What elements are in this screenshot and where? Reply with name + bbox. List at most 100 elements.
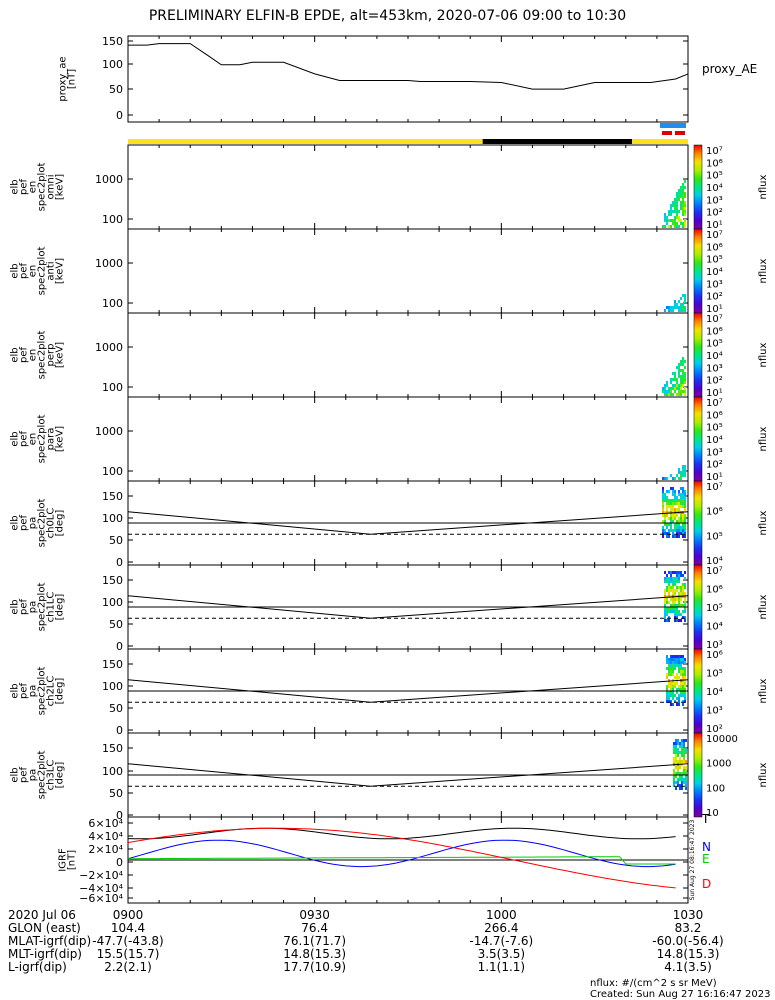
science-bar-red bbox=[662, 131, 672, 135]
spec-cell bbox=[664, 619, 666, 622]
spec-cell bbox=[672, 490, 674, 493]
spec-cell bbox=[684, 619, 686, 622]
spec-cell bbox=[675, 748, 677, 751]
spec-cell bbox=[674, 682, 676, 685]
ytick-label: 0 bbox=[116, 640, 123, 653]
spec-cell bbox=[684, 577, 686, 580]
spec-cell bbox=[666, 655, 668, 658]
spec-cell bbox=[672, 384, 674, 387]
spec-cell bbox=[673, 745, 675, 748]
spec-cell bbox=[662, 496, 664, 499]
spec-cell bbox=[674, 201, 676, 204]
spec-cell bbox=[668, 589, 670, 592]
spec-cell bbox=[668, 697, 670, 700]
spec-cell bbox=[681, 754, 683, 757]
spec-cell bbox=[664, 393, 666, 396]
spec-cell bbox=[673, 784, 675, 787]
time-tick-label: 0930 bbox=[299, 908, 330, 922]
ephemeris-value: 1.1(1.1) bbox=[477, 960, 526, 974]
spec-cell bbox=[682, 490, 684, 493]
spec-cell bbox=[681, 781, 683, 784]
spec-cell bbox=[680, 499, 682, 502]
spec-cell bbox=[668, 390, 670, 393]
spec-cell bbox=[666, 658, 668, 661]
spec-cell bbox=[680, 691, 682, 694]
spec-cell bbox=[678, 393, 680, 396]
spec-cell bbox=[680, 219, 682, 222]
colorbar-tick: 10⁷ bbox=[706, 230, 723, 241]
spec-cell bbox=[666, 574, 668, 577]
spec-cell bbox=[679, 742, 681, 745]
colorbar-tick: 10⁶ bbox=[706, 507, 723, 518]
spec-cell bbox=[666, 526, 668, 529]
spec-cell bbox=[682, 496, 684, 499]
spec-cell bbox=[682, 583, 684, 586]
spec-cell bbox=[672, 661, 674, 664]
spec-cell bbox=[670, 219, 672, 222]
spec-cell bbox=[664, 523, 666, 526]
spec-cell bbox=[682, 523, 684, 526]
spec-cell bbox=[670, 658, 672, 661]
colorbar-label: nflux bbox=[758, 594, 769, 619]
spec-cell bbox=[676, 676, 678, 679]
spec-cell bbox=[682, 225, 684, 228]
spec-cell bbox=[682, 487, 684, 490]
spec-cell bbox=[684, 532, 686, 535]
spec-cell bbox=[670, 387, 672, 390]
spec-cell bbox=[668, 306, 670, 309]
igrf-legend-t: T bbox=[701, 812, 710, 826]
spectrogram bbox=[664, 294, 686, 312]
spec-cell bbox=[682, 198, 684, 201]
spec-cell bbox=[668, 529, 670, 532]
spec-cell bbox=[676, 673, 678, 676]
spec-cell bbox=[674, 535, 676, 538]
spec-cell bbox=[678, 610, 680, 613]
spec-cell bbox=[662, 514, 664, 517]
spec-cell bbox=[662, 387, 664, 390]
spec-cell bbox=[674, 204, 676, 207]
spec-cell bbox=[676, 207, 678, 210]
panel-ylabel: [deg] bbox=[55, 678, 66, 705]
spec-cell bbox=[683, 757, 685, 760]
spec-cell bbox=[664, 225, 666, 228]
proxy-ae-legend: proxy_AE bbox=[702, 62, 757, 76]
panel-ylabel: pa bbox=[28, 685, 39, 697]
spec-cell bbox=[674, 372, 676, 375]
spec-cell bbox=[680, 192, 682, 195]
spec-cell bbox=[668, 607, 670, 610]
spec-cell bbox=[668, 571, 670, 574]
spec-cell bbox=[668, 490, 670, 493]
spec-cell bbox=[682, 493, 684, 496]
loss-cone-line bbox=[127, 511, 689, 535]
igrf-east-line bbox=[128, 856, 676, 865]
spec-cell bbox=[666, 685, 668, 688]
spec-cell bbox=[674, 676, 676, 679]
ytick-label: 150 bbox=[102, 742, 123, 755]
spec-cell bbox=[676, 661, 678, 664]
colorbar-tick: 10⁵ bbox=[706, 669, 723, 680]
spec-cell bbox=[682, 384, 684, 387]
panel-ylabel: elb bbox=[10, 683, 21, 698]
spec-cell bbox=[678, 661, 680, 664]
spec-cell bbox=[672, 477, 674, 480]
spec-cell bbox=[678, 384, 680, 387]
spec-cell bbox=[682, 574, 684, 577]
spec-cell bbox=[684, 694, 686, 697]
spec-cell bbox=[664, 384, 666, 387]
spec-cell bbox=[676, 213, 678, 216]
panel-ylabel: elb bbox=[10, 599, 21, 614]
spec-cell bbox=[684, 583, 686, 586]
spec-cell bbox=[683, 739, 685, 742]
spec-cell bbox=[662, 390, 664, 393]
spec-cell bbox=[670, 306, 672, 309]
spec-cell bbox=[670, 691, 672, 694]
ytick-label: 0 bbox=[116, 109, 123, 122]
ytick-label: 2×10⁴ bbox=[88, 843, 123, 856]
spec-cell bbox=[666, 667, 668, 670]
spec-cell bbox=[670, 393, 672, 396]
spec-cell bbox=[672, 685, 674, 688]
spec-cell bbox=[678, 526, 680, 529]
spec-cell bbox=[676, 655, 678, 658]
spec-cell bbox=[682, 703, 684, 706]
spec-cell bbox=[672, 529, 674, 532]
